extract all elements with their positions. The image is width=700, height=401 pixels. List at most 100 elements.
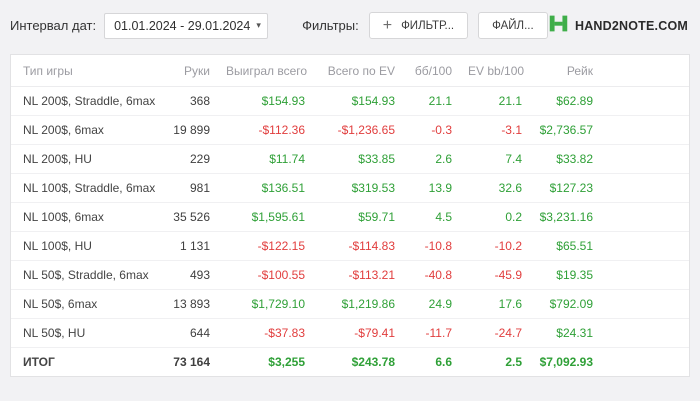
spacer-column: [601, 55, 689, 87]
game-type-cell: NL 50$, HU: [11, 318, 161, 348]
file-button-label: ФАЙЛ...: [492, 19, 534, 32]
ev-total-cell: $1,219.86: [313, 289, 403, 319]
table-row[interactable]: NL 200$, Straddle, 6max 368 $154.93 $154…: [11, 86, 689, 116]
won-total-cell: $11.74: [218, 144, 313, 174]
table-row[interactable]: NL 50$, HU 644 -$37.83 -$79.41 -11.7 -24…: [11, 318, 689, 348]
ev-total-cell: $59.71: [313, 202, 403, 232]
ev-bb100-cell: 0.2: [460, 202, 530, 232]
add-filter-button-label: ФИЛЬТР...: [401, 19, 455, 32]
date-interval-label: Интервал дат:: [10, 18, 97, 33]
hands-cell: 73 164: [173, 355, 210, 369]
table-row[interactable]: NL 100$, 6max 35 526 $1,595.61 $59.71 4.…: [11, 202, 689, 232]
ev-bb100-cell: -24.7: [460, 318, 530, 348]
rake-cell: $792.09: [530, 289, 601, 319]
rake-cell: $7,092.93: [539, 355, 593, 369]
hands-cell: 1 131: [161, 231, 218, 261]
spacer-cell: [601, 202, 689, 232]
ev-bb100-cell: 32.6: [460, 173, 530, 203]
date-range-picker[interactable]: 01.01.2024 - 29.01.2024 ▾: [104, 12, 269, 39]
game-type-cell: ИТОГ: [23, 355, 55, 369]
bb100-cell: -11.7: [403, 318, 460, 348]
add-filter-button[interactable]: + ФИЛЬТР...: [368, 12, 469, 39]
brand: HAND2NOTE.COM: [548, 13, 688, 39]
col-header-ev-total[interactable]: Всего по EV: [313, 55, 403, 87]
game-type-cell: NL 50$, 6max: [11, 289, 161, 319]
won-total-cell: -$100.55: [218, 260, 313, 290]
rake-cell: $19.35: [530, 260, 601, 290]
hands-cell: 368: [161, 86, 218, 116]
file-button[interactable]: ФАЙЛ...: [478, 12, 548, 39]
ev-bb100-cell: 17.6: [460, 289, 530, 319]
game-type-cell: NL 100$, 6max: [11, 202, 161, 232]
col-header-ev-bb100[interactable]: EV bb/100: [460, 55, 530, 87]
col-header-rake[interactable]: Рейк: [530, 55, 601, 87]
table-row[interactable]: NL 200$, 6max 19 899 -$112.36 -$1,236.65…: [11, 115, 689, 145]
col-header-won-total[interactable]: Выиграл всего: [218, 55, 313, 87]
game-type-cell: NL 200$, HU: [11, 144, 161, 174]
stats-table: Тип игры Руки Выиграл всего Всего по EV …: [11, 55, 689, 376]
col-header-hands[interactable]: Руки: [161, 55, 218, 87]
table-row[interactable]: NL 50$, Straddle, 6max 493 -$100.55 -$11…: [11, 260, 689, 290]
table-header: Тип игры Руки Выиграл всего Всего по EV …: [11, 55, 689, 87]
table-row[interactable]: NL 100$, HU 1 131 -$122.15 -$114.83 -10.…: [11, 231, 689, 261]
table-row[interactable]: ИТОГ 73 164 $3,255 $243.78 6.6 2.5 $7,09…: [11, 348, 689, 377]
bb100-cell: 13.9: [403, 173, 460, 203]
spacer-cell: [601, 348, 689, 377]
won-total-cell: $1,595.61: [218, 202, 313, 232]
app-window: Интервал дат: 01.01.2024 - 29.01.2024 ▾ …: [10, 12, 690, 377]
game-type-cell: NL 100$, HU: [11, 231, 161, 261]
col-header-game-type[interactable]: Тип игры: [11, 55, 161, 87]
won-total-cell: $154.93: [218, 86, 313, 116]
bb100-cell: -40.8: [403, 260, 460, 290]
plus-icon: +: [382, 16, 393, 34]
spacer-cell: [601, 144, 689, 174]
ev-total-cell: -$1,236.65: [313, 115, 403, 145]
ev-bb100-cell: 21.1: [460, 86, 530, 116]
won-total-cell: -$112.36: [218, 115, 313, 145]
table-body: NL 200$, Straddle, 6max 368 $154.93 $154…: [11, 86, 689, 377]
bb100-cell: -10.8: [403, 231, 460, 261]
rake-cell: $127.23: [530, 173, 601, 203]
hands-cell: 493: [161, 260, 218, 290]
game-type-cell: NL 100$, Straddle, 6max: [11, 173, 161, 203]
ev-total-cell: $33.85: [313, 144, 403, 174]
spacer-cell: [601, 86, 689, 116]
ev-total-cell: $243.78: [351, 355, 395, 369]
ev-total-cell: -$113.21: [313, 260, 403, 290]
won-total-cell: -$122.15: [218, 231, 313, 261]
hands-cell: 13 893: [161, 289, 218, 319]
rake-cell: $3,231.16: [530, 202, 601, 232]
ev-total-cell: -$79.41: [313, 318, 403, 348]
ev-total-cell: $154.93: [313, 86, 403, 116]
date-range-value: 01.01.2024 - 29.01.2024: [114, 18, 251, 33]
ev-bb100-cell: 2.5: [505, 355, 522, 369]
hands-cell: 35 526: [161, 202, 218, 232]
ev-bb100-cell: -45.9: [460, 260, 530, 290]
filters-label: Фильтры:: [302, 18, 359, 33]
table-row[interactable]: NL 200$, HU 229 $11.74 $33.85 2.6 7.4 $3…: [11, 144, 689, 174]
rake-cell: $2,736.57: [530, 115, 601, 145]
won-total-cell: $3,255: [268, 355, 305, 369]
hands-cell: 644: [161, 318, 218, 348]
game-type-cell: NL 200$, 6max: [11, 115, 161, 145]
rake-cell: $62.89: [530, 86, 601, 116]
spacer-cell: [601, 115, 689, 145]
spacer-cell: [601, 231, 689, 261]
won-total-cell: $1,729.10: [218, 289, 313, 319]
ev-bb100-cell: 7.4: [460, 144, 530, 174]
bb100-cell: 2.6: [403, 144, 460, 174]
table-row[interactable]: NL 50$, 6max 13 893 $1,729.10 $1,219.86 …: [11, 289, 689, 319]
col-header-bb100[interactable]: бб/100: [403, 55, 460, 87]
game-type-cell: NL 50$, Straddle, 6max: [11, 260, 161, 290]
rake-cell: $33.82: [530, 144, 601, 174]
spacer-cell: [601, 260, 689, 290]
game-type-cell: NL 200$, Straddle, 6max: [11, 86, 161, 116]
rake-cell: $24.31: [530, 318, 601, 348]
ev-bb100-cell: -10.2: [460, 231, 530, 261]
spacer-cell: [601, 173, 689, 203]
rake-cell: $65.51: [530, 231, 601, 261]
bb100-cell: 4.5: [403, 202, 460, 232]
brand-text: HAND2NOTE.COM: [574, 18, 688, 33]
ev-total-cell: -$114.83: [313, 231, 403, 261]
table-row[interactable]: NL 100$, Straddle, 6max 981 $136.51 $319…: [11, 173, 689, 203]
